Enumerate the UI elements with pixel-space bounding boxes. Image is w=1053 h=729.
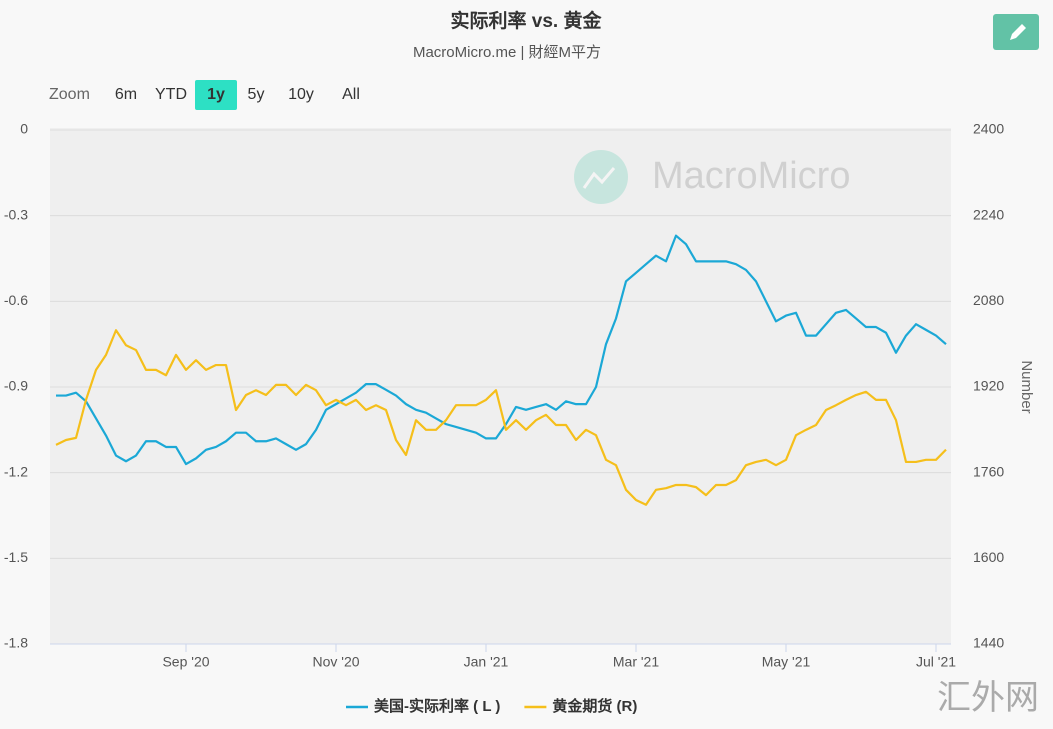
x-tick-label: Mar '21 (613, 654, 659, 670)
chart-title: 实际利率 vs. 黄金 (451, 9, 603, 32)
zoom-button-label[interactable]: 5y (248, 86, 265, 103)
zoom-button-label[interactable]: 6m (115, 86, 137, 103)
legend-item[interactable]: 美国-实际利率 ( L ) (346, 697, 500, 715)
y2-axis-label: Number (1018, 360, 1035, 413)
watermark-group: MacroMicro (574, 150, 850, 204)
chart-subtitle: MacroMicro.me | 財經M平方 (413, 44, 601, 61)
watermark-logo-mark (582, 167, 616, 189)
zoom-button[interactable]: 10y (288, 86, 314, 103)
y2-tick-label: 2240 (973, 206, 1004, 222)
x-tick-label: Sep '20 (162, 654, 209, 670)
x-tick-label: Jan '21 (464, 654, 509, 670)
zoom-button[interactable]: 5y (248, 86, 265, 103)
zoom-button[interactable]: YTD (155, 86, 187, 103)
edit-button[interactable] (993, 14, 1039, 50)
zoom-button[interactable]: 6m (115, 86, 137, 103)
y2-tick-label: 2400 (973, 121, 1004, 137)
zoom-button[interactable]: All (342, 86, 360, 103)
zoom-button-label[interactable]: 10y (288, 86, 314, 103)
x-tick-label: May '21 (762, 654, 811, 670)
x-tick-label: Nov '20 (312, 654, 359, 670)
zoom-button[interactable]: 1y (195, 80, 237, 110)
y2-tick-label: 1760 (973, 463, 1004, 479)
y2-tick-label: 1440 (973, 635, 1004, 651)
y-tick-label: 0 (20, 121, 28, 137)
y-tick-label: -1.2 (4, 463, 28, 479)
zoom-button-label[interactable]: YTD (155, 86, 187, 103)
y2-tick-label: 1600 (973, 549, 1004, 565)
series-line (56, 234, 947, 466)
zoom-button-label[interactable]: 1y (207, 86, 225, 103)
series-line (55, 329, 947, 506)
legend-item[interactable]: 黄金期货 (R) (524, 697, 637, 715)
plot-area (50, 128, 951, 644)
watermark-logo (574, 150, 628, 204)
y-tick-label: -1.5 (4, 549, 28, 565)
legend-label[interactable]: 黄金期货 (R) (552, 697, 637, 715)
y-tick-label: -0.3 (4, 206, 28, 222)
x-tick-label: Jul '21 (916, 654, 956, 670)
legend-label[interactable]: 美国-实际利率 ( L ) (374, 697, 500, 715)
y2-tick-label: 1920 (973, 378, 1004, 394)
y-tick-label: -0.6 (4, 292, 28, 308)
zoom-button-active-bg (195, 80, 237, 110)
y2-tick-label: 2080 (973, 292, 1004, 308)
zoom-label: Zoom (49, 86, 90, 103)
y-tick-label: -0.9 (4, 378, 28, 394)
watermark: MacroMicro (652, 155, 850, 197)
zoom-button-label[interactable]: All (342, 86, 360, 103)
y-tick-label: -1.8 (4, 635, 28, 651)
pencil-icon (1010, 24, 1026, 40)
corner-watermark: 汇外网 (937, 678, 1039, 718)
